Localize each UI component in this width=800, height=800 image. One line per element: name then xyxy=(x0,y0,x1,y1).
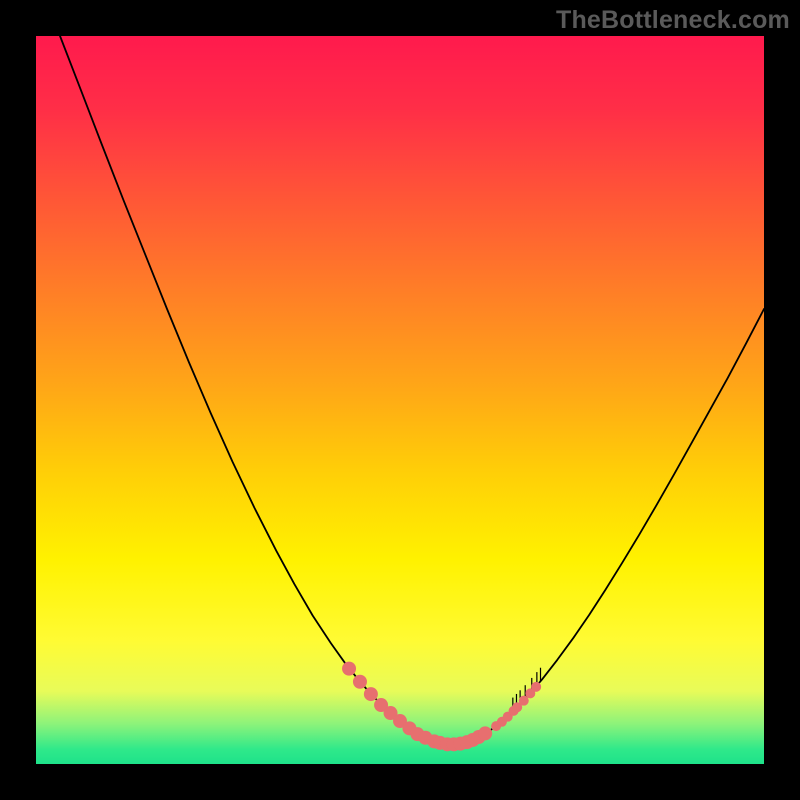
watermark-text: TheBottleneck.com xyxy=(556,6,790,35)
marker-dot-right xyxy=(531,682,541,692)
bottleneck-chart xyxy=(0,0,800,800)
marker-dot-left xyxy=(353,675,367,689)
marker-dot-bottom xyxy=(478,726,492,740)
marker-dot-left xyxy=(342,662,356,676)
chart-frame: TheBottleneck.com xyxy=(0,0,800,800)
plot-area xyxy=(36,36,764,764)
marker-dot-left xyxy=(364,687,378,701)
